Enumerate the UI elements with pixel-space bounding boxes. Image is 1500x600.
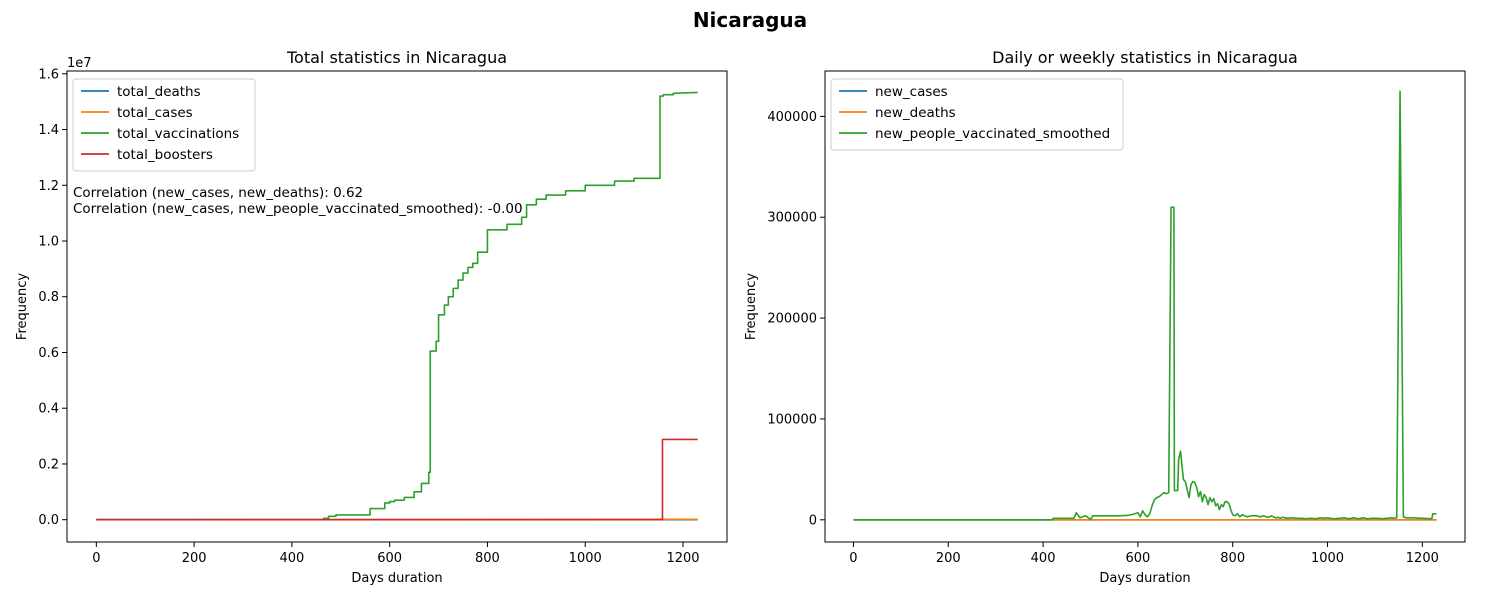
legend: new_cases new_deaths new_people_vaccinated… [830,78,1124,151]
y-axis-label: Frequency [15,273,30,340]
series-line-total-vaccinations [96,91,698,521]
series-line-total-boosters [96,438,698,521]
legend-entry-new-deaths: new_deaths [875,105,956,121]
plot-frame [824,70,1466,543]
legend-entry-total-cases: total_cases [117,105,193,121]
y-tick-label: 0.2 [38,457,59,472]
x-tick-label: 0 [849,551,857,566]
x-tick-label: 800 [475,551,500,566]
y-tick-label: 1.6 [38,67,59,82]
y-tick-label: 400000 [767,110,817,125]
x-tick-label: 200 [936,551,961,566]
x-tick-label: 600 [377,551,402,566]
x-tick-label: 1200 [1406,551,1439,566]
y-tick-label: 100000 [767,412,817,427]
y-tick-label: 0.6 [38,346,59,361]
legend-box [72,78,256,172]
daily-statistics-chart: 0 200 400 600 800 1000 1200 0 100000 200000 300000… [744,48,1466,586]
correlation-annotation: Correlation (new_cases, new_people_vacci… [73,201,523,217]
correlation-annotation: Correlation (new_cases, new_deaths): 0.6… [73,185,363,201]
legend-entry-total-deaths: total_deaths [117,84,201,100]
y-tick-label: 0.4 [38,402,59,417]
plot-frame [66,70,728,543]
x-tick-label: 200 [182,551,207,566]
y-tick-label: 0 [809,513,817,528]
x-tick-label: 600 [1125,551,1150,566]
series-line-new-people-vaccinated-smoothed [853,90,1437,521]
y-tick-label: 200000 [767,312,817,327]
y-tick-label: 1.4 [38,123,59,138]
y-tick-label: 1.0 [38,235,59,250]
y-tick-label: 1.2 [38,179,59,194]
y-offset-label: 1e7 [67,56,92,71]
chart-title: Daily or weekly statistics in Nicaragua [992,48,1298,67]
figure-title: Nicaragua [693,8,807,32]
x-axis-label: Days duration [1099,571,1190,586]
legend: total_deaths total_cases total_vaccination… [72,78,256,172]
y-axis-label: Frequency [744,273,759,340]
legend-entry-new-cases: new_cases [875,84,948,100]
x-tick-label: 1000 [569,551,602,566]
x-tick-label: 800 [1220,551,1245,566]
legend-entry-total-vaccinations: total_vaccinations [117,126,239,142]
x-tick-label: 1000 [1311,551,1344,566]
y-tick-label: 0.8 [38,290,59,305]
total-statistics-chart: 0 200 400 600 800 1000 1200 0.0 0.2 0.4 0.6 0.8 1.0 1… [15,48,728,586]
legend-entry-total-boosters: total_boosters [117,147,213,163]
x-axis-label: Days duration [351,571,442,586]
x-tick-label: 400 [279,551,304,566]
x-tick-label: 400 [1031,551,1056,566]
x-tick-label: 1200 [666,551,699,566]
chart-title: Total statistics in Nicaragua [286,48,507,67]
legend-box [830,78,1124,151]
x-tick-label: 0 [92,551,100,566]
legend-entry-new-people-vaccinated-smoothed: new_people_vaccinated_smoothed [875,126,1110,142]
y-tick-label: 0.0 [38,513,59,528]
y-tick-label: 300000 [767,211,817,226]
